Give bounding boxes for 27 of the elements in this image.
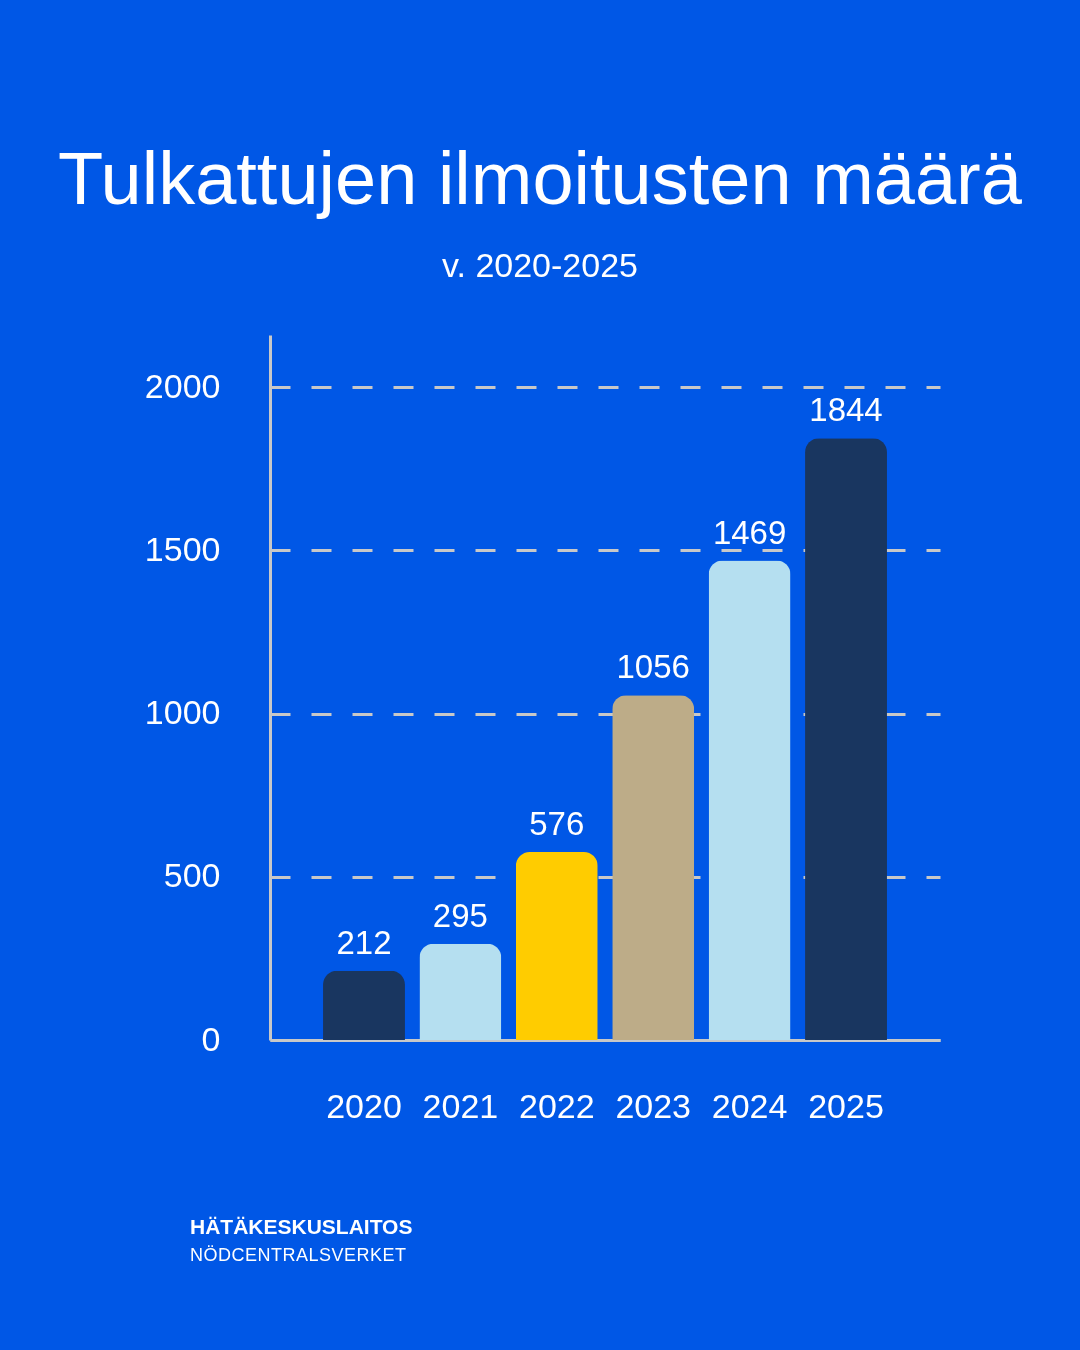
data-label: 1056: [616, 648, 690, 686]
data-label: 295: [432, 896, 488, 934]
bar: [323, 970, 405, 1040]
x-tick-label: 2022: [518, 1086, 595, 1125]
data-label: 576: [529, 805, 585, 842]
bar: [708, 560, 791, 1040]
y-tick-label: 500: [163, 856, 221, 895]
y-tick-label: 2000: [144, 366, 221, 405]
data-label: 1844: [809, 391, 883, 429]
x-tick-label: 2021: [422, 1086, 499, 1125]
bar: [419, 943, 502, 1040]
x-tick-label: 2020: [326, 1086, 402, 1125]
bar: [515, 852, 598, 1040]
y-tick-label: 1500: [144, 529, 221, 568]
x-tick-label: 2025: [808, 1086, 884, 1125]
text: NÖDCENTRALSVERKET: [190, 1245, 407, 1265]
text: HÄTÄKESKUSLAITOS: [190, 1215, 413, 1238]
bar: [612, 695, 695, 1040]
y-tick-label: 1000: [144, 693, 221, 732]
bar: [805, 438, 887, 1040]
x-tick-label: 2024: [711, 1086, 788, 1125]
y-tick-label: 0: [201, 1019, 221, 1058]
chart-title: Tulkattujen ilmoitusten määrä: [58, 137, 1023, 220]
chart-subtitle: v. 2020-2025: [442, 246, 638, 284]
data-label: 212: [336, 923, 392, 961]
data-label: 1469: [712, 513, 787, 551]
x-tick-label: 2023: [615, 1086, 692, 1125]
